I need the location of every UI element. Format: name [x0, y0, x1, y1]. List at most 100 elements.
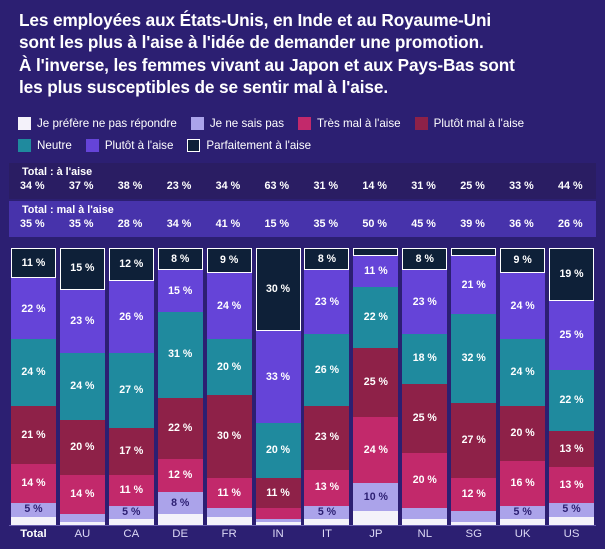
bar-segment[interactable]: 12 % [108, 248, 154, 282]
bar-segment[interactable]: 24 % [59, 353, 105, 420]
bar-segment[interactable]: 10 % [353, 483, 399, 512]
bar-segment[interactable]: 20 % [500, 405, 546, 462]
bar-segment[interactable] [451, 511, 497, 523]
bar-segment[interactable]: 25 % [549, 300, 595, 370]
bar-segment[interactable]: 33 % [255, 331, 301, 423]
bar-segment[interactable]: 13 % [304, 469, 350, 506]
legend-item-parfaitement-l-aise[interactable]: Parfaitement à l'aise [187, 138, 311, 152]
bar-segment[interactable] [353, 248, 399, 257]
bar-segment[interactable]: 23 % [304, 405, 350, 470]
bar-segment[interactable] [451, 248, 497, 257]
bar-segment[interactable]: 24 % [10, 339, 56, 406]
bar-fr[interactable]: 9 % 24 % 20 % 30 % 11 % [206, 248, 252, 525]
bar-segment[interactable]: 30 % [255, 248, 301, 332]
bar-ca[interactable]: 12 % 26 % 27 % 17 % 11 % 5 % [108, 248, 154, 525]
bar-segment[interactable]: 20 % [206, 339, 252, 395]
bar-in[interactable]: 30 % 33 % 20 % 11 % [255, 248, 301, 525]
bar-segment[interactable]: 11 % [255, 477, 301, 509]
bar-segment[interactable]: 5 % [108, 505, 154, 520]
bar-segment[interactable]: 5 % [500, 505, 546, 520]
bar-segment[interactable]: 8 % [157, 248, 203, 271]
bar-segment[interactable]: 23 % [59, 289, 105, 354]
bar-sg[interactable]: 21 % 32 % 27 % 12 % [451, 248, 497, 525]
bar-uk[interactable]: 9 % 24 % 24 % 20 % 16 % 5 % [500, 248, 546, 525]
bar-segment[interactable]: 16 % [500, 461, 546, 506]
bar-segment[interactable]: 14 % [10, 464, 56, 503]
bar-segment[interactable] [451, 522, 497, 525]
bar-segment[interactable]: 5 % [549, 502, 595, 517]
legend-item-plut-t-mal-l-aise[interactable]: Plutôt mal à l'aise [414, 116, 524, 130]
bar-de[interactable]: 8 % 15 % 31 % 22 % 12 % 8 % [157, 248, 203, 525]
bar-segment[interactable]: 22 % [157, 397, 203, 459]
bar-segment[interactable]: 20 % [255, 422, 301, 478]
legend-item-neutre[interactable]: Neutre [18, 138, 72, 152]
bar-segment[interactable] [59, 522, 105, 525]
bar-segment[interactable]: 24 % [206, 272, 252, 340]
bar-segment[interactable]: 26 % [304, 333, 350, 406]
bar-segment[interactable]: 23 % [402, 270, 448, 334]
bar-segment[interactable]: 8 % [402, 248, 448, 271]
bar-segment[interactable]: 11 % [206, 477, 252, 509]
bar-segment[interactable] [255, 519, 301, 523]
bar-segment[interactable] [402, 519, 448, 525]
legend-item-tr-s-mal-l-aise[interactable]: Très mal à l'aise [298, 116, 401, 130]
bar-segment[interactable] [549, 516, 595, 525]
bar-segment[interactable] [304, 519, 350, 525]
bar-au[interactable]: 15 % 23 % 24 % 20 % 14 % [59, 248, 105, 525]
bar-it[interactable]: 8 % 23 % 26 % 23 % 13 % 5 % [304, 248, 350, 525]
bar-segment[interactable]: 8 % [304, 248, 350, 271]
bar-segment[interactable]: 9 % [500, 248, 546, 273]
bar-segment[interactable] [157, 513, 203, 525]
bar-segment[interactable]: 18 % [402, 333, 448, 384]
bar-segment[interactable] [206, 516, 252, 525]
bar-segment[interactable] [59, 513, 105, 523]
bar-segment[interactable] [402, 508, 448, 520]
bar-segment[interactable]: 23 % [304, 270, 350, 334]
bar-segment[interactable]: 5 % [10, 502, 56, 517]
legend-item-je-pr-f-re-ne-pas-r-pondre[interactable]: Je préfère ne pas répondre [18, 116, 177, 130]
bar-segment[interactable]: 13 % [549, 466, 595, 503]
legend-item-je-ne-sais-pas[interactable]: Je ne sais pas [190, 116, 284, 130]
bar-segment[interactable]: 19 % [549, 248, 595, 301]
bar-segment[interactable]: 27 % [108, 353, 154, 429]
bar-segment[interactable]: 5 % [304, 505, 350, 520]
bar-segment[interactable]: 24 % [500, 272, 546, 340]
bar-nl[interactable]: 8 % 23 % 18 % 25 % 20 % [402, 248, 448, 525]
bar-segment[interactable]: 21 % [451, 256, 497, 315]
bar-segment[interactable]: 14 % [59, 475, 105, 514]
bar-jp[interactable]: 11 % 22 % 25 % 24 % 10 % [353, 248, 399, 525]
bar-segment[interactable]: 26 % [108, 281, 154, 354]
bar-segment[interactable]: 25 % [353, 347, 399, 417]
bar-segment[interactable]: 17 % [108, 428, 154, 476]
bar-segment[interactable]: 11 % [10, 248, 56, 279]
bar-segment[interactable]: 24 % [353, 416, 399, 484]
bar-segment[interactable]: 30 % [206, 394, 252, 478]
bar-segment[interactable]: 20 % [59, 419, 105, 476]
bar-segment[interactable] [10, 516, 56, 525]
bar-total[interactable]: 11 % 22 % 24 % 21 % 14 % 5 % [10, 248, 56, 525]
bar-segment[interactable] [353, 511, 399, 525]
bar-segment[interactable]: 12 % [157, 458, 203, 492]
bar-segment[interactable] [255, 508, 301, 520]
bar-segment[interactable]: 24 % [500, 339, 546, 406]
bar-segment[interactable]: 22 % [549, 369, 595, 431]
bar-segment[interactable]: 20 % [402, 452, 448, 509]
bar-segment[interactable]: 8 % [157, 491, 203, 514]
bar-segment[interactable] [206, 508, 252, 517]
bar-segment[interactable]: 32 % [451, 314, 497, 404]
bar-segment[interactable]: 22 % [353, 286, 399, 348]
bar-segment[interactable]: 15 % [157, 270, 203, 312]
bar-segment[interactable] [108, 519, 154, 525]
bar-segment[interactable]: 11 % [353, 256, 399, 287]
bar-segment[interactable]: 25 % [402, 383, 448, 453]
legend-item-plut-t-l-aise[interactable]: Plutôt à l'aise [85, 138, 173, 152]
bar-segment[interactable]: 11 % [108, 475, 154, 506]
bar-segment[interactable] [500, 519, 546, 525]
bar-segment[interactable]: 13 % [549, 430, 595, 467]
bar-segment[interactable] [255, 522, 301, 525]
bar-segment[interactable]: 21 % [10, 405, 56, 465]
bar-segment[interactable]: 22 % [10, 278, 56, 340]
bar-segment[interactable]: 12 % [451, 477, 497, 512]
bar-segment[interactable]: 9 % [206, 248, 252, 273]
bar-segment[interactable]: 31 % [157, 311, 203, 398]
